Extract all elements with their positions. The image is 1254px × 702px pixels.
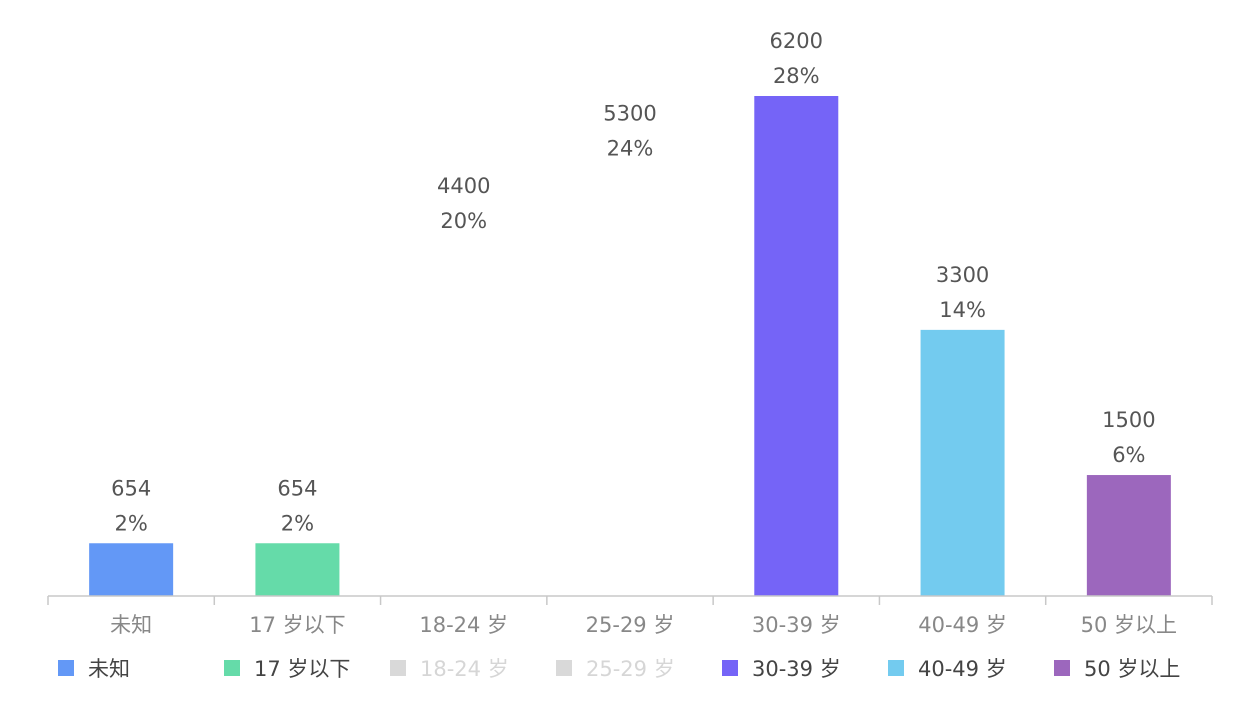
- bar-percent-label: 24%: [607, 137, 654, 161]
- value-labels-group: 654 2% 654 2% 4400 20% 5300 24% 6200 28% 3300 14% 15…: [111, 29, 1155, 535]
- legend-item[interactable]: 17 岁以下: [224, 657, 350, 681]
- x-axis-ticks: [47, 596, 1213, 605]
- bar-value-label: 3300: [936, 263, 989, 287]
- bar-value-label: 4400: [437, 174, 490, 198]
- bar-percent-label: 28%: [773, 64, 820, 88]
- x-tick-label: 40-49 岁: [918, 613, 1007, 637]
- legend-item[interactable]: 40-49 岁: [888, 657, 1007, 681]
- legend-item[interactable]: 25-29 岁: [556, 657, 675, 681]
- bar-percent-label: 20%: [440, 209, 487, 233]
- legend-swatch: [224, 660, 240, 676]
- legend-label: 17 岁以下: [254, 657, 350, 681]
- bar-percent-label: 14%: [939, 298, 986, 322]
- legend-swatch: [888, 660, 904, 676]
- legend-item[interactable]: 30-39 岁: [722, 657, 841, 681]
- legend: 未知 17 岁以下 18-24 岁 25-29 岁 30-39 岁 40-49 岁 50 岁…: [58, 657, 1180, 681]
- bar[interactable]: [255, 543, 340, 596]
- bars-group: [89, 96, 1171, 596]
- x-tick-label: 18-24 岁: [419, 613, 508, 637]
- legend-label: 40-49 岁: [918, 657, 1007, 681]
- x-tick-label: 50 岁以上: [1081, 613, 1177, 637]
- legend-label: 18-24 岁: [420, 657, 509, 681]
- bar-percent-label: 2%: [281, 511, 314, 535]
- bar-value-label: 1500: [1102, 408, 1155, 432]
- legend-swatch: [1054, 660, 1070, 676]
- bar[interactable]: [920, 329, 1005, 596]
- legend-swatch: [390, 660, 406, 676]
- bar-value-label: 654: [111, 476, 151, 500]
- bar-value-label: 5300: [603, 102, 656, 126]
- bar-percent-label: 6%: [1112, 443, 1145, 467]
- legend-swatch: [556, 660, 572, 676]
- legend-label: 30-39 岁: [752, 657, 841, 681]
- bar[interactable]: [754, 96, 839, 596]
- legend-label: 50 岁以上: [1084, 657, 1180, 681]
- x-tick-label: 17 岁以下: [249, 613, 345, 637]
- bar-value-label: 654: [277, 476, 317, 500]
- x-axis-labels: 未知 17 岁以下 18-24 岁 25-29 岁 30-39 岁 40-49 岁 50 岁…: [110, 613, 1177, 637]
- legend-item[interactable]: 未知: [58, 657, 130, 681]
- legend-swatch: [58, 660, 74, 676]
- bar-percent-label: 2%: [114, 511, 147, 535]
- x-tick-label: 25-29 岁: [586, 613, 675, 637]
- legend-label: 25-29 岁: [586, 657, 675, 681]
- legend-swatch: [722, 660, 738, 676]
- legend-item[interactable]: 50 岁以上: [1054, 657, 1180, 681]
- legend-item[interactable]: 18-24 岁: [390, 657, 509, 681]
- bar[interactable]: [89, 543, 174, 596]
- legend-label: 未知: [88, 657, 130, 681]
- bar[interactable]: [1086, 475, 1171, 596]
- x-tick-label: 30-39 岁: [752, 613, 841, 637]
- bar-value-label: 6200: [770, 29, 823, 53]
- x-tick-label: 未知: [110, 613, 152, 637]
